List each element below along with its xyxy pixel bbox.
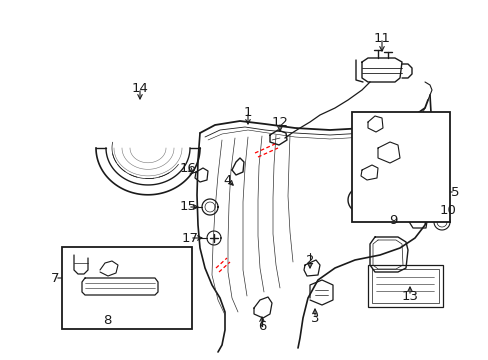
Text: 13: 13 — [401, 289, 418, 302]
Text: 17: 17 — [181, 231, 198, 244]
Text: 6: 6 — [257, 320, 265, 333]
Bar — [367, 265, 442, 307]
Bar — [351, 112, 449, 222]
Text: 14: 14 — [131, 81, 148, 94]
Text: 3: 3 — [310, 311, 319, 324]
Bar — [371, 269, 438, 303]
Bar — [62, 247, 192, 329]
Text: 15: 15 — [179, 201, 196, 213]
Text: 4: 4 — [224, 174, 232, 186]
Text: 16: 16 — [179, 162, 196, 175]
Text: 10: 10 — [439, 203, 455, 216]
Text: 2: 2 — [305, 253, 314, 266]
Text: 12: 12 — [271, 116, 288, 129]
Text: 1: 1 — [243, 105, 252, 118]
Text: 11: 11 — [373, 31, 390, 45]
Text: 9: 9 — [388, 213, 396, 226]
Text: 8: 8 — [102, 314, 111, 327]
Text: 5: 5 — [450, 185, 458, 198]
Text: 7: 7 — [51, 271, 59, 284]
